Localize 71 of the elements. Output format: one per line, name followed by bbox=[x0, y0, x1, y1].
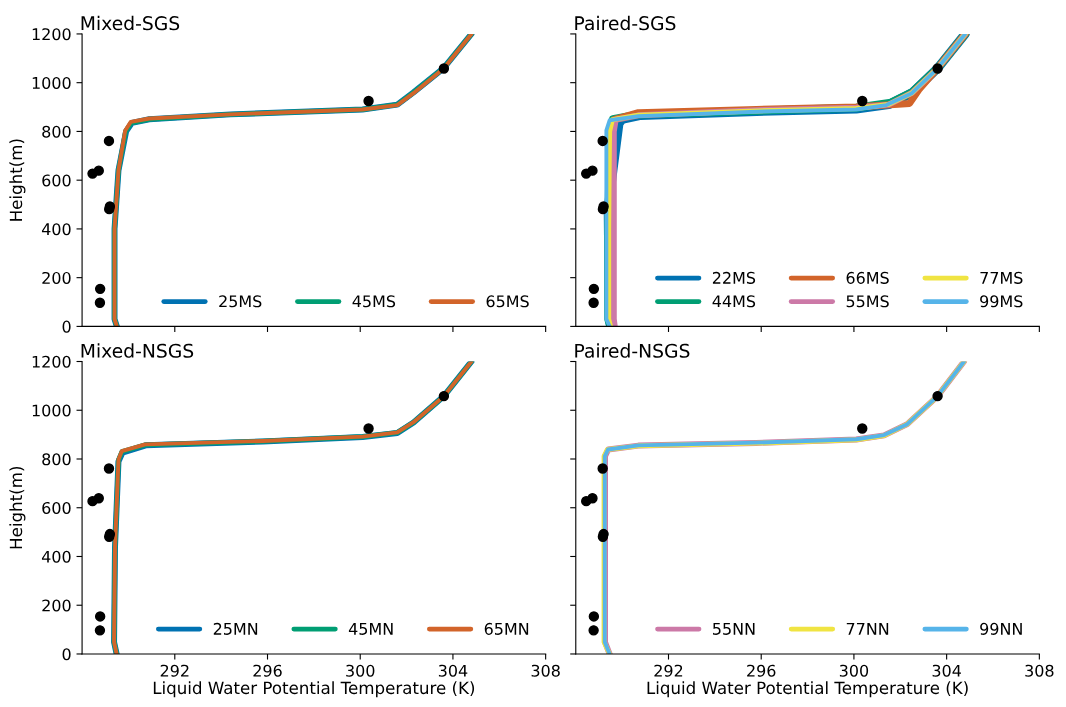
y-tick-label: 0 bbox=[62, 648, 71, 661]
y-tick-label: 400 bbox=[41, 223, 71, 236]
y-tick-label: 800 bbox=[42, 125, 71, 138]
x-axis-title: Liquid Water Potential Temperature (K) bbox=[647, 681, 968, 698]
legend-label: 25MS bbox=[219, 295, 262, 308]
y-tick-label: 1000 bbox=[32, 76, 71, 89]
point bbox=[93, 165, 104, 176]
y-tick-label: 400 bbox=[41, 550, 71, 563]
point bbox=[857, 423, 868, 434]
legend-label: 22MS bbox=[712, 271, 756, 284]
chart-title: Mixed-SGS bbox=[81, 15, 180, 31]
point bbox=[438, 390, 450, 402]
y-axis-title: Height(m) bbox=[9, 139, 26, 221]
point bbox=[588, 611, 600, 622]
x-tick-label: 308 bbox=[531, 664, 560, 677]
y-tick-label: 200 bbox=[42, 599, 71, 612]
point bbox=[597, 463, 608, 474]
chart-title: Paired-NSGS bbox=[575, 343, 690, 358]
x-tick-label: 304 bbox=[932, 664, 961, 677]
point bbox=[94, 611, 106, 622]
legend-label: 45MS bbox=[352, 295, 396, 308]
point bbox=[93, 493, 104, 504]
point bbox=[597, 135, 608, 147]
point bbox=[588, 297, 599, 308]
point bbox=[588, 625, 599, 636]
legend-label: 55NN bbox=[713, 623, 755, 635]
y-tick-label: 1200 bbox=[32, 28, 71, 41]
legend-label: 65MN bbox=[484, 622, 529, 635]
x-tick-label: 296 bbox=[253, 664, 282, 677]
x-tick-label: 308 bbox=[1025, 664, 1054, 677]
x-tick-label: 292 bbox=[160, 664, 189, 677]
x-tick-label: 300 bbox=[839, 664, 869, 677]
x-axis-title: Liquid Water Potential Temperature (K) bbox=[153, 681, 475, 698]
x-tick-label: 300 bbox=[346, 664, 375, 677]
legend-label: 44MS bbox=[712, 295, 756, 308]
point bbox=[932, 63, 943, 74]
point bbox=[103, 135, 115, 147]
point bbox=[94, 283, 106, 295]
point bbox=[438, 63, 450, 74]
y-tick-label: 600 bbox=[42, 501, 71, 515]
y-axis-title: Height(m) bbox=[9, 467, 26, 549]
x-tick-label: 304 bbox=[438, 664, 468, 677]
y-tick-label: 1000 bbox=[32, 404, 71, 417]
legend-label: 45MN bbox=[348, 623, 393, 635]
legend-label: 99NN bbox=[980, 622, 1022, 635]
x-tick-label: 296 bbox=[747, 664, 776, 677]
legend-label: 66MS bbox=[846, 271, 889, 284]
y-tick-label: 1200 bbox=[32, 355, 71, 368]
point bbox=[587, 493, 598, 504]
point bbox=[363, 423, 374, 434]
point bbox=[94, 625, 106, 636]
point bbox=[94, 297, 106, 308]
y-tick-label: 600 bbox=[42, 174, 71, 187]
point bbox=[588, 283, 600, 295]
legend-label: 65MS bbox=[486, 295, 529, 308]
legend-label: 77MS bbox=[980, 271, 1023, 284]
point bbox=[932, 390, 943, 402]
chart-title: Mixed-NSGS bbox=[81, 343, 194, 358]
y-tick-label: 800 bbox=[42, 453, 71, 466]
y-tick-label: 200 bbox=[42, 271, 71, 284]
legend-label: 55MS bbox=[846, 295, 889, 308]
legend-label: 77NN bbox=[846, 623, 889, 635]
y-tick-label: 0 bbox=[62, 320, 71, 333]
point bbox=[363, 95, 374, 107]
x-tick-label: 292 bbox=[654, 664, 683, 677]
point bbox=[587, 165, 598, 176]
point bbox=[103, 463, 115, 474]
legend-label: 25MN bbox=[213, 622, 258, 635]
chart-title: Paired-SGS bbox=[575, 15, 676, 31]
point bbox=[857, 95, 868, 107]
legend-label: 99MS bbox=[980, 295, 1023, 308]
